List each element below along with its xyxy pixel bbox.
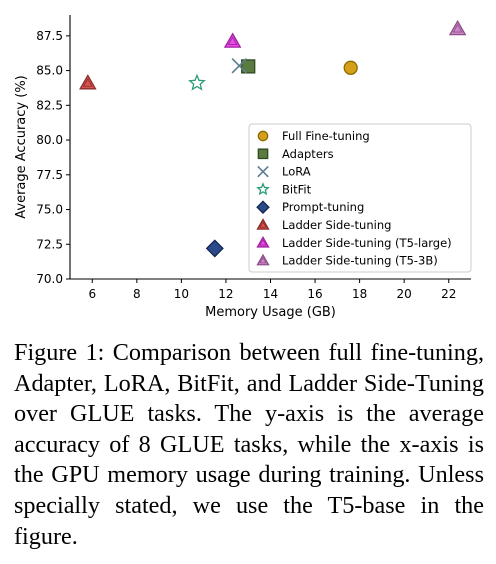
x-axis-label: Memory Usage (GB): [205, 305, 336, 320]
y-tick-label: 80.0: [36, 133, 63, 147]
x-tick-label: 14: [263, 287, 278, 301]
x-tick-label: 20: [397, 287, 412, 301]
legend-marker-ladder-side-tuning-t5-large-inner: [259, 238, 267, 246]
legend-label: Adapters: [282, 147, 334, 161]
y-tick-label: 75.0: [36, 203, 63, 217]
figure-caption: Figure 1: Comparison between full fine-t…: [14, 339, 484, 550]
y-axis-label: Average Accuracy (%): [14, 75, 29, 219]
data-point-ladder-side-tuning: [79, 74, 97, 90]
x-tick-label: 22: [441, 287, 456, 301]
legend-label: Ladder Side-tuning (T5-3B): [282, 254, 438, 268]
legend-label: Ladder Side-tuning (T5-large): [282, 236, 452, 250]
data-point-lora: [231, 57, 248, 74]
x-tick-label: 12: [218, 287, 233, 301]
data-point-ladder-side-tuning-inner: [82, 78, 93, 87]
x-tick-label: 10: [174, 287, 189, 301]
legend-marker-ladder-side-tuning-inner: [259, 221, 267, 228]
y-tick-label: 70.0: [36, 272, 63, 286]
data-point-ladder-side-tuning-t5-large: [223, 32, 242, 48]
scatter-chart: 6 8 10 12 14 16 18 20 22 70.0 72.5 75.0 77.5 80.0 82.5…: [14, 15, 472, 320]
y-tick-label: 82.5: [36, 98, 63, 112]
x-tick-label: 16: [307, 287, 322, 301]
legend-label: LoRA: [282, 165, 311, 179]
legend-label: Prompt-tuning: [282, 200, 364, 214]
y-tick-label: 85.0: [36, 64, 63, 78]
y-tick-label: 72.5: [36, 237, 63, 251]
data-point-ladder-side-tuning-t5-3b-inner: [452, 23, 463, 33]
legend-box: [248, 123, 472, 273]
legend-marker-lora: [257, 165, 269, 178]
data-points: [79, 19, 467, 258]
legend: Full Fine-tuning Adapters LoRA BitFit Prompt…: [248, 123, 472, 273]
legend-marker-prompt-tuning: [256, 200, 270, 214]
legend-marker-ladder-side-tuning-t5-3b-inner: [259, 256, 267, 264]
data-point-bitfit: [188, 73, 206, 91]
tick-group: 6 8 10 12 14 16 18 20 22 70.0 72.5 75.0 77.5 80.0 82.5…: [36, 29, 456, 301]
legend-label: Ladder Side-tuning: [282, 218, 391, 232]
legend-label: Full Fine-tuning: [282, 129, 370, 143]
data-point-adapters: [241, 59, 256, 74]
legend-marker-full-fine-tuning: [257, 130, 269, 142]
legend-label: BitFit: [282, 182, 312, 196]
data-point-full-fine-tuning: [343, 60, 358, 75]
legend-marker-adapters: [257, 148, 269, 160]
x-tick-label: 8: [133, 287, 141, 301]
data-point-ladder-side-tuning-t5-large-inner: [227, 36, 238, 45]
y-tick-label: 87.5: [36, 29, 63, 43]
x-tick-label: 18: [352, 287, 367, 301]
data-point-ladder-side-tuning-t5-3b: [448, 19, 467, 36]
y-tick-label: 77.5: [36, 168, 63, 182]
legend-marker-bitfit: [256, 182, 270, 196]
data-point-prompt-tuning: [205, 239, 224, 258]
x-tick-label: 6: [88, 287, 96, 301]
